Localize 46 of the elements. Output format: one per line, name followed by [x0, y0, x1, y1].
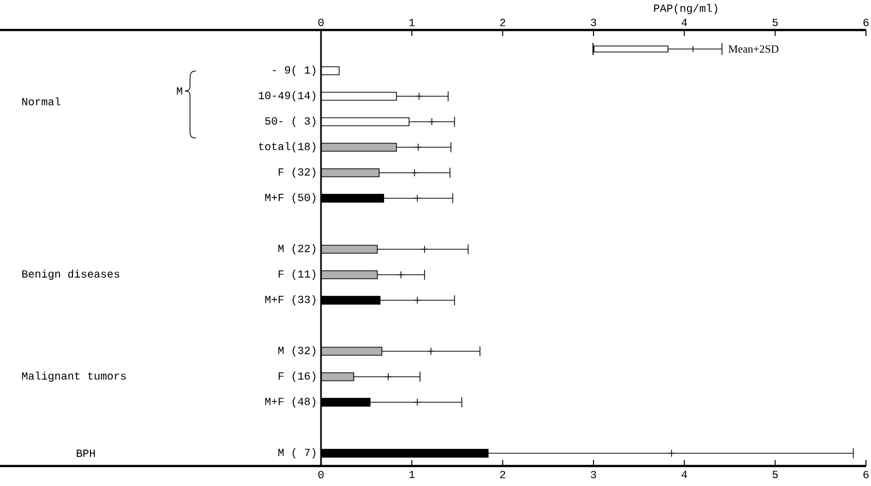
x2-tick-label: 6 [864, 18, 869, 26]
text: M [176, 87, 182, 95]
y-tick-label: F (16) [278, 372, 316, 382]
x2-axis-title: PAP(ng/ml) [654, 4, 718, 14]
x-tick-label: 6 [864, 470, 869, 478]
y-tick-label: M (22) [278, 244, 316, 254]
x-tick-label: 0 [318, 470, 324, 478]
y-tick-label: 50- ( 3) [265, 116, 316, 127]
x2-tick-label: 1 [409, 18, 415, 26]
y-tick-label: M+F (33) [265, 295, 316, 306]
y-tick-label: 10-49(14) [258, 91, 316, 102]
y-tick-label: M ( 7) [278, 448, 316, 458]
x-tick-label: 2 [500, 470, 506, 478]
x2-tick-label: 4 [682, 18, 688, 26]
point [668, 449, 676, 458]
point [428, 118, 436, 126]
point [413, 194, 422, 202]
x2-tick-label: 3 [590, 18, 596, 26]
text: Normal [22, 97, 60, 106]
text: Benign diseases [22, 270, 120, 280]
x-tick-label: 3 [590, 470, 596, 478]
x-tick-label: 1 [409, 470, 415, 478]
x2-tick-label: 5 [772, 18, 778, 26]
y-tick-label: total(18) [258, 142, 316, 152]
y-tick-label: F (32) [278, 168, 316, 178]
annotation: Mean+2SD [728, 45, 778, 53]
text: BPH [76, 450, 95, 457]
point [384, 372, 392, 381]
y-tick-label: M+F (50) [265, 193, 316, 204]
x2-tick-label: 2 [500, 18, 506, 26]
y-tick-label: - 9( 1) [272, 66, 316, 76]
y-tick-label: M (32) [278, 346, 316, 356]
x-tick-label: 5 [772, 470, 778, 478]
point [397, 270, 405, 279]
point [414, 143, 422, 152]
point [410, 168, 418, 177]
point [420, 245, 428, 254]
y-tick-label: F (11) [278, 270, 316, 280]
text: Malignant tumors [22, 372, 126, 382]
point [415, 92, 424, 100]
point [413, 296, 422, 304]
point [413, 398, 422, 406]
x-tick-label: 4 [682, 470, 688, 478]
x2-tick-label: 0 [318, 18, 324, 26]
y-tick-label: M+F (48) [265, 397, 316, 408]
point [427, 347, 435, 356]
